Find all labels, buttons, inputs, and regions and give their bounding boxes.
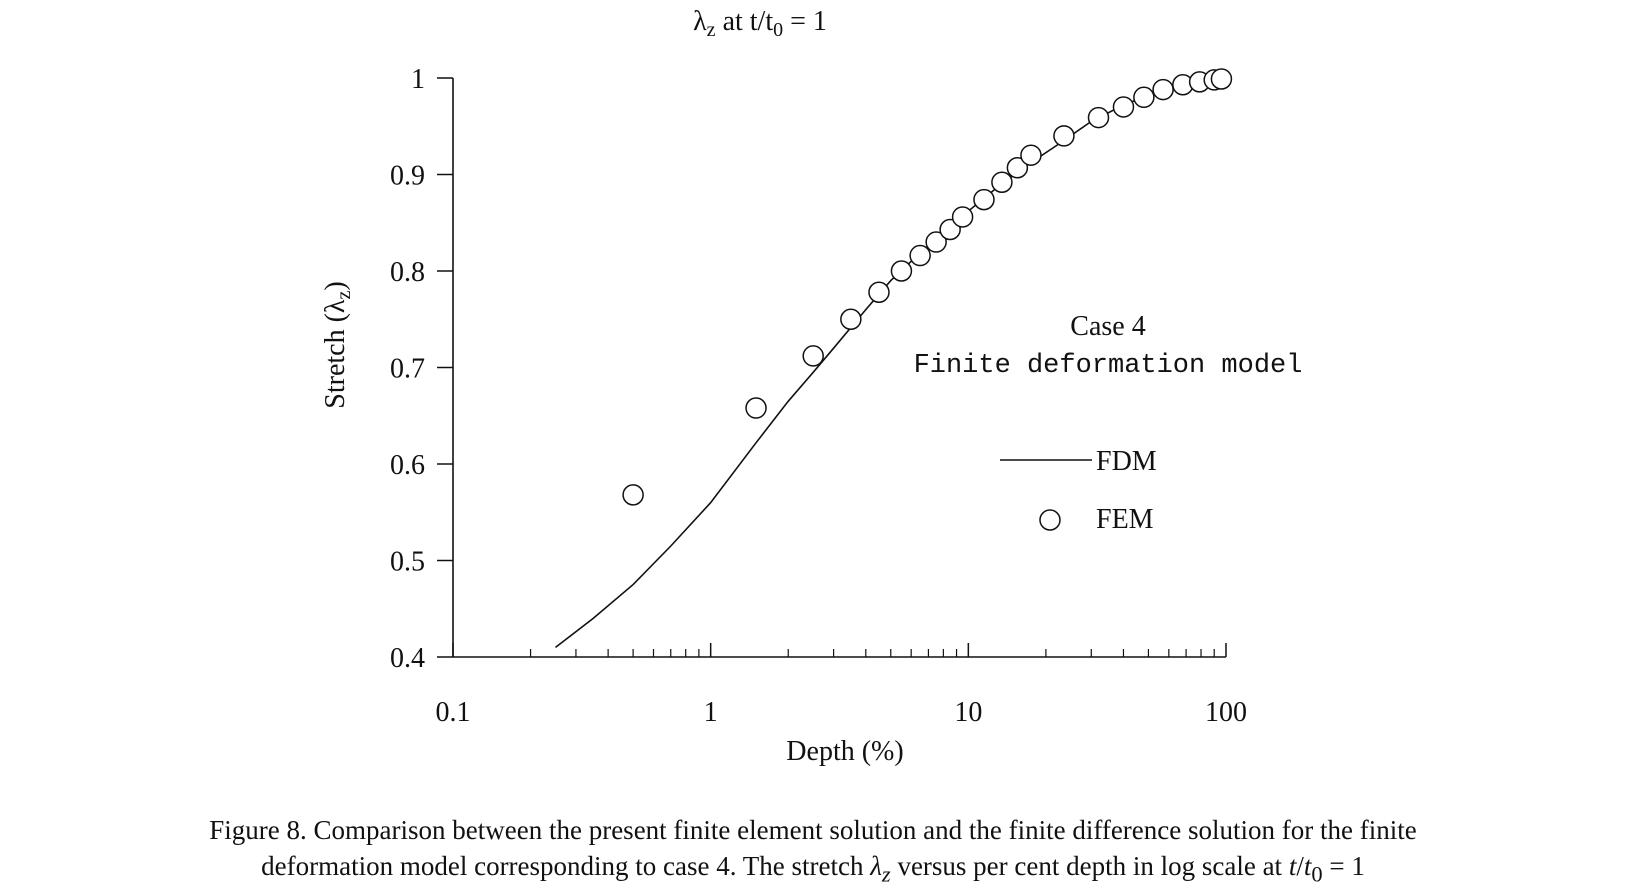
- fem-series: [622, 68, 1233, 506]
- fem-point: [1020, 144, 1042, 166]
- fem-point: [745, 397, 767, 419]
- y-tick-label: 0.9: [390, 161, 425, 192]
- x-axis-label: Depth (%): [786, 736, 903, 767]
- fem-point: [1133, 86, 1155, 109]
- fem-point: [973, 188, 995, 211]
- fem-point: [868, 281, 890, 303]
- figure-caption: Figure 8. Comparison between the present…: [8, 812, 1618, 892]
- fem-point: [1112, 96, 1135, 118]
- x-tick-label: 0.1: [436, 697, 471, 728]
- caption-line-2: deformation model corresponding to case …: [261, 851, 1365, 887]
- y-tick-label: 0.7: [390, 354, 425, 385]
- fem-point: [1006, 156, 1029, 179]
- y-tick-label: 0.4: [390, 643, 425, 674]
- y-axis-label: Stretch (λz): [320, 281, 355, 408]
- fem-point: [890, 260, 913, 282]
- x-tick-label: 1: [704, 697, 718, 728]
- caption-line-1: Figure 8. Comparison between the present…: [209, 815, 1417, 845]
- chart-plot: λz at t/t0 = 1 0.4 0.5 0.6 0.7 0.8 0.9 1 0.1 1 10…: [320, 6, 1303, 767]
- y-tick-label: 0.8: [390, 257, 425, 288]
- y-tick-label: 1: [411, 64, 425, 95]
- fem-point: [1210, 68, 1233, 90]
- fem-point: [909, 244, 931, 267]
- annotation-model: Finite deformation model: [914, 351, 1303, 381]
- legend: FDM FEM: [1000, 446, 1157, 535]
- y-tick-label: 0.6: [390, 450, 425, 481]
- y-tick-label: 0.5: [390, 547, 425, 578]
- x-tick-label: 100: [1205, 697, 1247, 728]
- legend-fdm-label: FDM: [1096, 446, 1157, 477]
- legend-fem-label: FEM: [1096, 504, 1154, 535]
- fem-point: [951, 206, 974, 228]
- fem-point: [1152, 78, 1174, 101]
- ticks: 0.4 0.5 0.6 0.7 0.8 0.9 1 0.1 1 10 100: [390, 64, 1247, 728]
- x-tick-label: 10: [954, 697, 982, 728]
- fem-point: [925, 231, 947, 253]
- legend-fem-circle-swatch: [1039, 509, 1061, 531]
- fem-point: [802, 345, 824, 367]
- fem-point: [1087, 106, 1110, 129]
- annotation-case: Case 4: [1070, 311, 1145, 342]
- fem-point: [1053, 125, 1075, 147]
- fem-point: [991, 171, 1013, 193]
- fem-point: [840, 308, 862, 330]
- fem-point: [622, 484, 644, 506]
- chart-title: λz at t/t0 = 1: [693, 6, 827, 41]
